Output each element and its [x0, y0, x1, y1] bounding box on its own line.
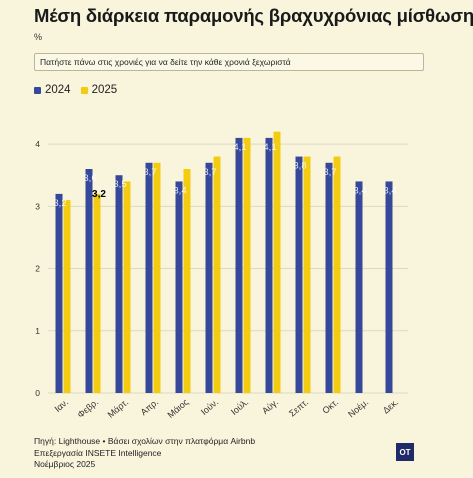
bar-2025 [183, 169, 191, 393]
bar-2024 [205, 162, 213, 393]
bar-2024 [115, 175, 123, 393]
bar-2025 [213, 156, 221, 393]
data-label: 3,4 [383, 185, 396, 196]
y-tick-label: 2 [35, 264, 40, 274]
y-tick-label: 1 [35, 326, 40, 336]
unit-label: % [34, 32, 43, 42]
legend-swatch-2024 [34, 86, 41, 94]
x-tick-label: Δεκ. [381, 397, 400, 416]
legend-label-2024: 2024 [45, 84, 71, 96]
data-label: 3,7 [323, 167, 336, 178]
bar-2024 [55, 193, 63, 393]
x-tick-label: Μάιος [165, 396, 190, 420]
bar-2024 [355, 181, 363, 393]
y-tick-label: 3 [35, 201, 40, 211]
bar-2025 [273, 131, 281, 393]
data-label: 4,1 [233, 142, 246, 153]
bar-2024 [235, 137, 243, 393]
x-tick-label: Αύγ. [260, 397, 280, 416]
data-label: 3,4 [173, 185, 186, 196]
bar-2025 [123, 181, 131, 393]
data-label: 3,5 [113, 179, 126, 190]
instruction-box: Πατήστε πάνω στις χρονιές για να δείτε τ… [34, 53, 424, 71]
bar-2025 [243, 137, 251, 393]
bar-2024 [145, 162, 153, 393]
legend-item-2024[interactable]: 2024 [34, 84, 71, 96]
data-label: 3,8 [293, 161, 306, 172]
x-tick-label: Νοέμ. [346, 397, 370, 420]
source-text: Πηγή: Lighthouse • Βάσει σχολίων στην πλ… [34, 436, 256, 446]
legend: 2024 2025 [34, 84, 117, 96]
data-label: 4,1 [263, 142, 276, 153]
bar-2024 [325, 162, 333, 393]
data-label: 3,6 [83, 173, 96, 184]
legend-item-2025[interactable]: 2025 [80, 84, 118, 96]
x-tick-label: Ιούλ. [229, 397, 250, 417]
bar-2024 [85, 169, 93, 393]
legend-swatch-2025 [80, 86, 88, 94]
bar-2025 [153, 162, 161, 393]
chart-title: Μέση διάρκεια παραμονής βραχυχρόνιας μίσ… [34, 5, 473, 26]
bar-2025 [303, 156, 311, 393]
x-tick-label: Σεπτ. [287, 397, 310, 419]
x-tick-label: Απρ. [139, 397, 161, 417]
date-text: Νοέμβριος 2025 [34, 459, 96, 469]
footer: Πηγή: Lighthouse • Βάσει σχολίων στην πλ… [34, 436, 255, 471]
x-tick-label: Μάρτ. [106, 397, 131, 420]
bar-2024 [175, 181, 183, 393]
y-tick-label: 4 [35, 139, 40, 149]
data-label: 3,4 [353, 185, 366, 196]
data-label: 3,2 [53, 198, 66, 209]
processing-text: Επεξεργασία INSETE Intelligence [34, 447, 162, 458]
y-tick-label: 0 [35, 388, 40, 398]
bar-2025 [63, 200, 71, 393]
data-label: 3,7 [203, 167, 216, 178]
x-tick-label: Ιαν. [53, 397, 71, 414]
x-tick-label: Οκτ. [320, 397, 340, 416]
x-tick-label: Ιούν. [199, 397, 220, 417]
bar-2024 [385, 181, 393, 393]
x-tick-label: Φεβρ. [75, 397, 100, 420]
publisher-logo: OT [396, 443, 414, 461]
bar-2024 [295, 156, 303, 393]
data-label: 3,7 [143, 167, 156, 178]
legend-label-2025: 2025 [91, 84, 118, 96]
bar-2024 [265, 137, 273, 393]
bar-2025 [333, 156, 341, 393]
bar-2025 [93, 193, 101, 393]
highlight-data-label: 3,2 [92, 189, 106, 200]
